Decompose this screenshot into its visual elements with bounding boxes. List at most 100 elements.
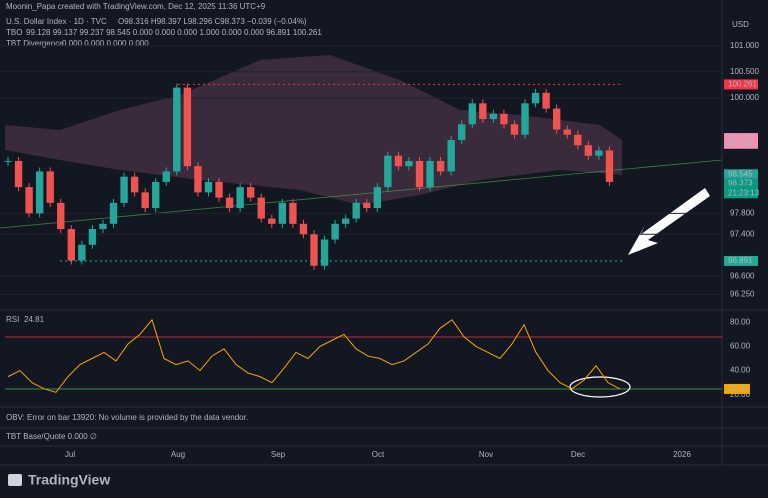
price-badge-label: 96.891 [728,256,753,265]
candle [4,160,12,162]
candle [405,160,413,167]
candle [563,129,571,135]
candle [436,160,445,172]
rsi-badge-label: 24.81 [728,384,749,393]
candle [194,166,202,193]
candle [500,113,508,125]
candle [162,171,170,182]
candle [204,181,213,193]
candle [384,155,392,188]
price-badge [724,133,758,144]
candle [489,113,498,120]
candle [246,187,255,198]
candle [299,223,308,235]
candle [595,150,603,156]
rsi-label: RSI [6,315,19,324]
candle [130,176,139,193]
candle [57,202,65,230]
price-badge [724,169,758,180]
rsi-last: 24.81 [24,315,45,324]
candle [215,181,223,198]
rsi-tick-label: 20.00 [730,390,751,399]
y-tick-label: 96.600 [730,271,755,280]
x-tick-label: Oct [372,450,385,459]
tbo-label: TBO [6,28,22,37]
candle [320,239,329,266]
candle [426,160,434,188]
candle [268,218,276,224]
x-tick-label: Dec [571,450,585,459]
y-tick-label: 97.400 [730,229,755,238]
y-tick-label: 97.800 [730,208,755,217]
candle [120,176,128,203]
price-badge-label: 100.261 [728,80,757,89]
price-badge [724,178,758,199]
tbo-values: 99.128 99.137 99.237 98.545 0.000 0.000 … [26,28,322,37]
div-label: TBT Divergence [6,39,64,48]
candle [468,103,476,125]
candle [363,202,371,209]
candle [109,202,118,224]
candle [88,229,97,245]
candle [605,150,614,182]
candle [225,197,234,209]
candle [67,229,76,261]
rsi-line [7,318,621,393]
ohlc: O98.316 H98.397 L98.296 C98.373 −0.039 (… [118,17,307,26]
trend-line [0,159,723,229]
obv-message: OBV: Error on bar 13920: No volume is pr… [6,413,248,422]
price-badge [724,255,758,266]
price-badge-label: 98.545 [728,169,753,178]
candle [236,187,244,209]
rsi-tick-label: 80.00 [730,317,751,326]
candle [542,92,550,109]
candle [415,160,424,188]
candle [278,202,287,224]
candle [552,108,561,130]
x-tick-label: Nov [479,450,493,459]
candle [99,223,107,230]
candle [25,187,33,214]
tbt-base: TBT Base/Quote 0.000 ∅ [6,432,97,441]
candle [173,87,181,172]
candle [257,197,265,219]
candle [373,187,382,209]
candle [183,87,192,167]
logo-icon [8,474,22,486]
credit: Moonin_Papa created with TradingView.com… [6,2,266,11]
symbol: U.S. Dollar Index · 1D · TVC [6,17,107,26]
candle [141,192,149,209]
candle [310,234,318,266]
candle [35,171,44,214]
y-tick-label: 101.000 [730,41,759,50]
cloud [5,55,622,205]
candle [447,140,455,172]
rsi-badge [724,383,750,394]
y-tick-label: 100.000 [730,93,759,102]
x-tick-label: 2026 [673,450,691,459]
currency: USD [732,20,749,29]
logo: TradingView [28,472,110,488]
candle [394,155,403,167]
y-tick-label: 100.500 [730,67,759,76]
candle [510,124,519,135]
x-tick-label: Aug [171,450,185,459]
candle [78,244,86,261]
price-badge-sub: 21:23:13 [728,188,760,197]
candle [341,218,350,224]
price-badge-label: 99.128 [728,139,753,148]
price-badge [724,138,758,149]
price-badge [724,79,758,90]
candle [458,124,466,140]
candle [584,145,593,156]
candle [14,160,23,188]
candle [574,134,582,146]
rsi-tick-label: 60.00 [730,342,751,351]
y-tick-label: 96.250 [730,290,755,299]
candle [331,223,339,240]
x-tick-label: Jul [65,450,75,459]
price-badge-label: 98.373 [728,178,753,187]
candle [289,202,297,224]
candle [521,103,529,135]
